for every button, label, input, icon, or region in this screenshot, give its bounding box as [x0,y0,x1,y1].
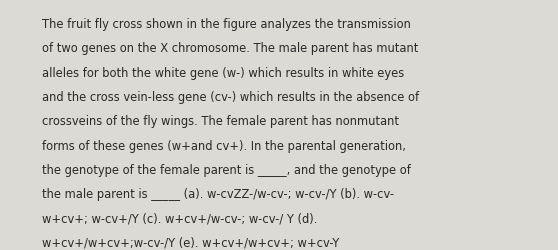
Text: the genotype of the female parent is _____, and the genotype of: the genotype of the female parent is ___… [42,163,411,176]
Text: crossveins of the fly wings. The female parent has nonmutant: crossveins of the fly wings. The female … [42,115,399,128]
Text: the male parent is _____ (a). w-cvZZ-/w-cv-; w-cv-/Y (b). w-cv-: the male parent is _____ (a). w-cvZZ-/w-… [42,188,394,200]
Text: and the cross vein-less gene (cv-) which results in the absence of: and the cross vein-less gene (cv-) which… [42,90,419,104]
Text: w+cv+/w+cv+;w-cv-/Y (e). w+cv+/w+cv+; w+cv-Y: w+cv+/w+cv+;w-cv-/Y (e). w+cv+/w+cv+; w+… [42,236,339,249]
Text: of two genes on the X chromosome. The male parent has mutant: of two genes on the X chromosome. The ma… [42,42,419,55]
Text: forms of these genes (w+and cv+). In the parental generation,: forms of these genes (w+and cv+). In the… [42,139,406,152]
Text: alleles for both the white gene (w-) which results in white eyes: alleles for both the white gene (w-) whi… [42,66,404,79]
Text: w+cv+; w-cv+/Y (c). w+cv+/w-cv-; w-cv-/ Y (d).: w+cv+; w-cv+/Y (c). w+cv+/w-cv-; w-cv-/ … [42,212,318,224]
Text: The fruit fly cross shown in the figure analyzes the transmission: The fruit fly cross shown in the figure … [42,18,411,31]
